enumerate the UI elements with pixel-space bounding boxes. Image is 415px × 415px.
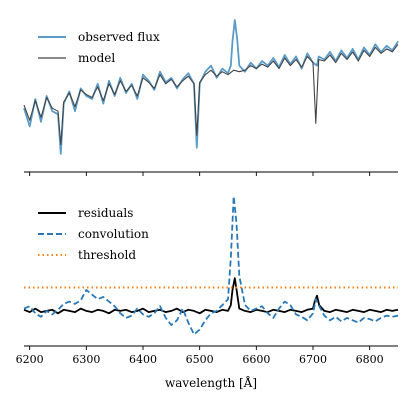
- xtick-label-6300: 6300: [72, 353, 100, 366]
- top-series-lines: [23, 19, 399, 155]
- legend-label-convolution: convolution: [78, 227, 149, 241]
- legend-label-residuals: residuals: [78, 206, 133, 220]
- top-legend: observed flux model: [38, 30, 160, 65]
- xtick-label-6400: 6400: [129, 353, 157, 366]
- bottom-axis-ticks: 6200 6300 6400 6500 6600 6700 6800: [16, 346, 384, 366]
- xtick-label-6500: 6500: [186, 353, 214, 366]
- xtick-label-6700: 6700: [299, 353, 327, 366]
- legend-label-threshold: threshold: [78, 248, 136, 262]
- residual-panel: 6200 6300 6400 6500 6600 6700 6800 wavelength …: [16, 195, 399, 390]
- bottom-legend: residuals convolution threshold: [38, 206, 149, 262]
- legend-label-observed-flux: observed flux: [78, 30, 160, 44]
- xtick-label-6200: 6200: [16, 353, 44, 366]
- series-line-observed-flux: [23, 19, 399, 155]
- legend-label-model: model: [78, 51, 115, 65]
- series-line-residuals: [23, 277, 399, 315]
- xtick-label-6600: 6600: [242, 353, 270, 366]
- flux-panel: observed flux model: [23, 19, 399, 176]
- series-line-model: [23, 43, 399, 146]
- series-line-convolution: [23, 195, 399, 336]
- top-axis-ticks: [29, 172, 371, 176]
- xtick-label-6800: 6800: [356, 353, 384, 366]
- bottom-series-lines: [23, 195, 399, 336]
- x-axis-label: wavelength [Å]: [165, 375, 257, 390]
